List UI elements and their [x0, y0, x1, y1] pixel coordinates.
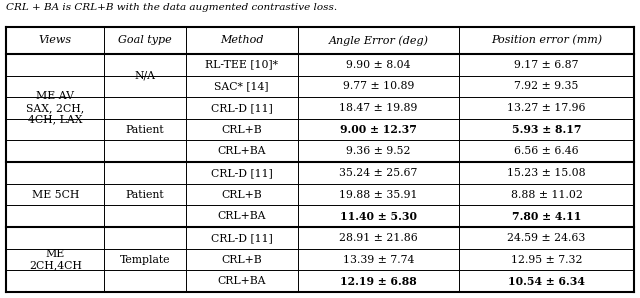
Text: 10.54 ± 6.34: 10.54 ± 6.34 [508, 276, 585, 287]
Text: CRL+B: CRL+B [221, 125, 262, 135]
Text: 7.92 ± 9.35: 7.92 ± 9.35 [515, 81, 579, 91]
Text: N/A: N/A [134, 71, 156, 80]
Text: Position error (mm): Position error (mm) [491, 35, 602, 46]
Text: CRL-D [11]: CRL-D [11] [211, 103, 273, 113]
Text: Angle Error (deg): Angle Error (deg) [328, 35, 429, 46]
Text: 5.93 ± 8.17: 5.93 ± 8.17 [512, 124, 581, 135]
Text: 9.36 ± 9.52: 9.36 ± 9.52 [346, 146, 411, 156]
Text: 18.47 ± 19.89: 18.47 ± 19.89 [339, 103, 418, 113]
Text: 35.24 ± 25.67: 35.24 ± 25.67 [339, 168, 418, 178]
Text: CRL + BA is CRL+B with the data augmented contrastive loss.: CRL + BA is CRL+B with the data augmente… [6, 3, 337, 12]
Text: 11.40 ± 5.30: 11.40 ± 5.30 [340, 211, 417, 222]
Text: 28.91 ± 21.86: 28.91 ± 21.86 [339, 233, 418, 243]
Text: Views: Views [39, 35, 72, 45]
Text: 24.59 ± 24.63: 24.59 ± 24.63 [508, 233, 586, 243]
Text: CRL-D [11]: CRL-D [11] [211, 233, 273, 243]
Text: RL-TEE [10]*: RL-TEE [10]* [205, 60, 278, 70]
Text: 9.00 ± 12.37: 9.00 ± 12.37 [340, 124, 417, 135]
Text: 9.17 ± 6.87: 9.17 ± 6.87 [514, 60, 579, 70]
Text: 9.90 ± 8.04: 9.90 ± 8.04 [346, 60, 411, 70]
Text: ME 5CH: ME 5CH [31, 190, 79, 200]
Text: Method: Method [220, 35, 263, 45]
Text: CRL+BA: CRL+BA [218, 276, 266, 286]
Text: 12.95 ± 7.32: 12.95 ± 7.32 [511, 254, 582, 265]
Text: 19.88 ± 35.91: 19.88 ± 35.91 [339, 190, 418, 200]
Text: 7.80 ± 4.11: 7.80 ± 4.11 [512, 211, 581, 222]
Text: 9.77 ± 10.89: 9.77 ± 10.89 [343, 81, 414, 91]
Text: Goal type: Goal type [118, 35, 172, 45]
Text: CRL+BA: CRL+BA [218, 146, 266, 156]
Text: SAC* [14]: SAC* [14] [214, 81, 269, 91]
Text: Patient: Patient [125, 125, 164, 135]
Text: CRL-D [11]: CRL-D [11] [211, 168, 273, 178]
Text: 13.27 ± 17.96: 13.27 ± 17.96 [508, 103, 586, 113]
Text: 6.56 ± 6.46: 6.56 ± 6.46 [514, 146, 579, 156]
Text: CRL+B: CRL+B [221, 190, 262, 200]
Text: CRL+B: CRL+B [221, 254, 262, 265]
Text: 15.23 ± 15.08: 15.23 ± 15.08 [507, 168, 586, 178]
Text: 12.19 ± 6.88: 12.19 ± 6.88 [340, 276, 417, 287]
Text: Patient: Patient [125, 190, 164, 200]
Text: 13.39 ± 7.74: 13.39 ± 7.74 [343, 254, 414, 265]
Text: ME
2CH,4CH: ME 2CH,4CH [29, 249, 82, 270]
Text: 8.88 ± 11.02: 8.88 ± 11.02 [511, 190, 582, 200]
Text: CRL+BA: CRL+BA [218, 211, 266, 221]
Text: ME AV
SAX, 2CH,
4CH, LAX: ME AV SAX, 2CH, 4CH, LAX [26, 91, 84, 125]
Text: Template: Template [120, 254, 170, 265]
